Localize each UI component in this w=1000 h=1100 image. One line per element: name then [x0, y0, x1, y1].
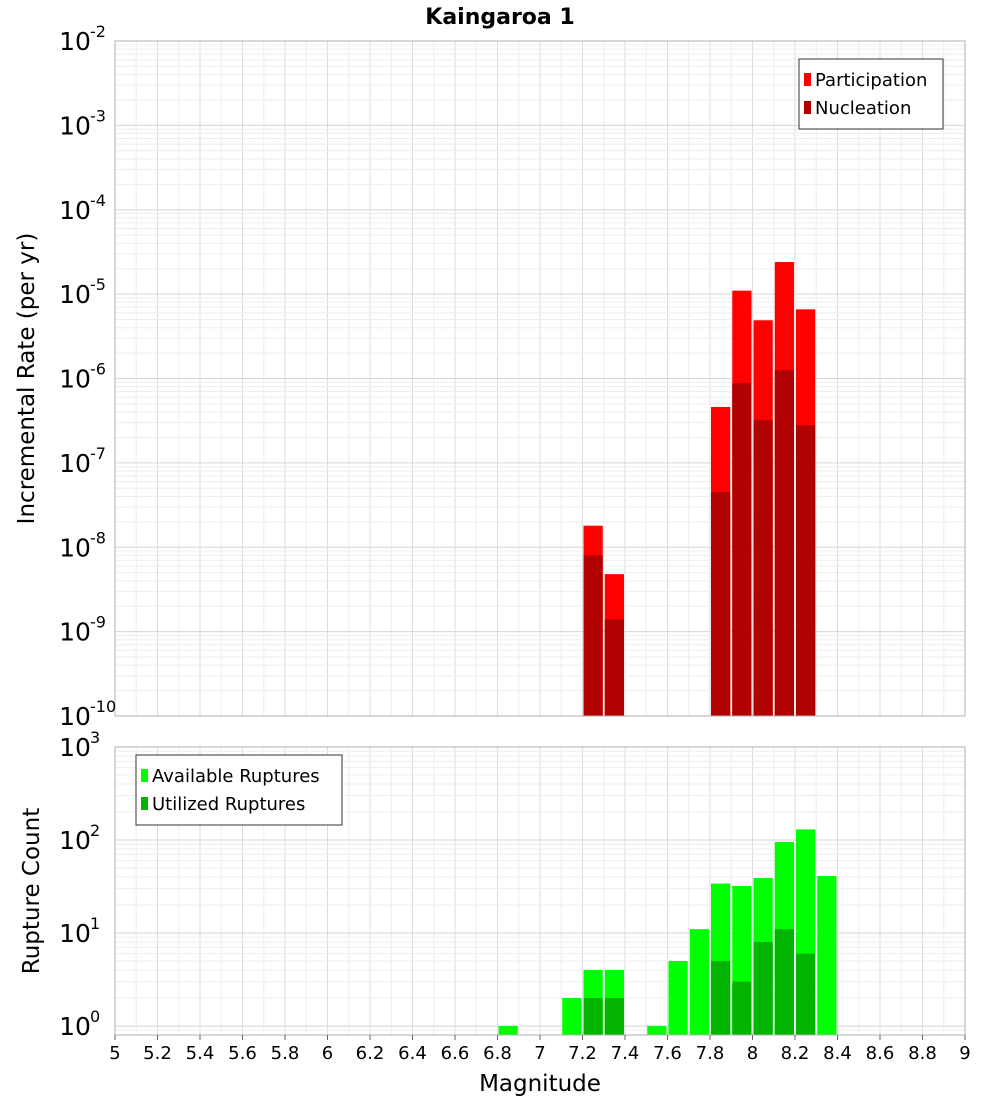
legend-entry: Participation: [815, 70, 927, 91]
x-tick-label: 6.8: [483, 1043, 512, 1064]
rate-y-tick-base: 10: [59, 365, 91, 394]
chart-title: Kaingaroa 1: [425, 5, 574, 30]
rate-y-axis-label: Incremental Rate (per yr): [14, 233, 40, 525]
rate-y-tick-exponent: -9: [90, 613, 106, 632]
count-legend: Available Ruptures Utilized Ruptures: [135, 754, 343, 826]
rate-y-tick-exponent: -8: [90, 528, 106, 547]
nucleation-bar: [732, 383, 752, 716]
legend-swatch: [141, 797, 148, 810]
legend-box: [135, 754, 343, 826]
rate-y-tick-exponent: -5: [90, 275, 106, 294]
nucleation-bar: [583, 555, 603, 716]
utilized-ruptures-bar: [796, 953, 816, 1035]
x-tick-label: 7.8: [696, 1043, 725, 1064]
available-ruptures-bar: [647, 1025, 667, 1035]
legend-swatch: [804, 101, 811, 114]
x-tick-label: 5.4: [186, 1043, 215, 1064]
x-tick-label: 7.6: [653, 1043, 682, 1064]
rate-y-tick-exponent: -4: [90, 191, 106, 210]
count-y-axis-label: Rupture Count: [19, 808, 45, 974]
rate-grid: [114, 40, 966, 717]
x-tick-label: 8: [747, 1043, 758, 1064]
x-tick-labels: 5 5.2 5.4 5.6 5.8 6 6.2 6.4 6.6 6.8 7 7.2 7.4 7.6 7.8 8…: [109, 1035, 971, 1064]
legend-entry: Nucleation: [815, 98, 911, 119]
count-y-tick-base: 10: [59, 1012, 91, 1041]
x-tick-label: 9: [959, 1043, 970, 1064]
x-tick-label: 8.2: [781, 1043, 810, 1064]
rate-y-tick-base: 10: [59, 196, 91, 225]
count-y-tick-exponent: 3: [90, 728, 100, 747]
x-tick-label: 8.6: [866, 1043, 895, 1064]
x-tick-label: 5.6: [228, 1043, 257, 1064]
rate-y-tick-exponent: -2: [90, 22, 106, 41]
rate-plot-frame: [114, 40, 966, 717]
x-tick-label: 5.2: [143, 1043, 172, 1064]
x-tick-label: 5.8: [271, 1043, 300, 1064]
utilized-ruptures-bar: [753, 942, 773, 1035]
available-ruptures-bar: [562, 997, 582, 1035]
rate-legend: Participation Nucleation: [798, 58, 944, 130]
utilized-ruptures-bar: [604, 997, 624, 1035]
legend-swatch: [141, 769, 148, 782]
x-tick-label: 6.2: [356, 1043, 385, 1064]
legend-entry: Available Ruptures: [152, 766, 320, 787]
available-ruptures-bar: [817, 876, 837, 1035]
x-tick-label: 7: [534, 1043, 545, 1064]
x-tick-label: 6.4: [398, 1043, 427, 1064]
rate-y-tick-exponent: -6: [90, 360, 106, 379]
x-tick-label: 6: [322, 1043, 333, 1064]
rate-y-tick-base: 10: [59, 702, 91, 731]
utilized-ruptures-bar: [732, 981, 752, 1035]
x-axis-label: Magnitude: [479, 1071, 601, 1097]
nucleation-bar: [711, 492, 731, 716]
rate-y-tick-base: 10: [59, 449, 91, 478]
count-y-tick-base: 10: [59, 826, 91, 855]
count-bars: [498, 829, 837, 1035]
nucleation-bar: [753, 420, 773, 716]
count-y-tick-exponent: 0: [90, 1007, 100, 1026]
nucleation-bar: [774, 370, 794, 716]
nucleation-bar: [796, 425, 816, 716]
available-ruptures-bar: [668, 960, 688, 1035]
legend-entry: Utilized Ruptures: [152, 794, 305, 815]
rate-y-tick-exponent: -7: [90, 444, 106, 463]
legend-box: [798, 58, 944, 130]
count-y-tick-exponent: 1: [90, 914, 100, 933]
rate-y-tick-base: 10: [59, 280, 91, 309]
x-tick-label: 8.8: [908, 1043, 937, 1064]
x-tick-label: 7.4: [611, 1043, 640, 1064]
rate-y-tick-exponent: -3: [90, 106, 106, 125]
utilized-ruptures-bar: [711, 960, 731, 1035]
rate-y-tick-exponent: -10: [90, 697, 116, 716]
x-tick-label: 6.6: [441, 1043, 470, 1064]
x-tick-label: 8.4: [823, 1043, 852, 1064]
utilized-ruptures-bar: [774, 929, 794, 1035]
rate-y-tick-base: 10: [59, 533, 91, 562]
x-tick-label: 7.2: [568, 1043, 597, 1064]
count-y-tick-base: 10: [59, 733, 91, 762]
x-tick-label: 5: [109, 1043, 120, 1064]
available-ruptures-bar: [689, 929, 709, 1035]
available-ruptures-bar: [498, 1025, 518, 1035]
count-y-tick-exponent: 2: [90, 821, 100, 840]
utilized-ruptures-bar: [583, 997, 603, 1035]
rate-y-tick-base: 10: [59, 27, 91, 56]
rate-bars: [583, 262, 816, 716]
nucleation-bar: [604, 619, 624, 716]
count-y-tick-base: 10: [59, 919, 91, 948]
legend-swatch: [804, 73, 811, 86]
rate-y-tick-base: 10: [59, 111, 91, 140]
rate-y-tick-base: 10: [59, 618, 91, 647]
